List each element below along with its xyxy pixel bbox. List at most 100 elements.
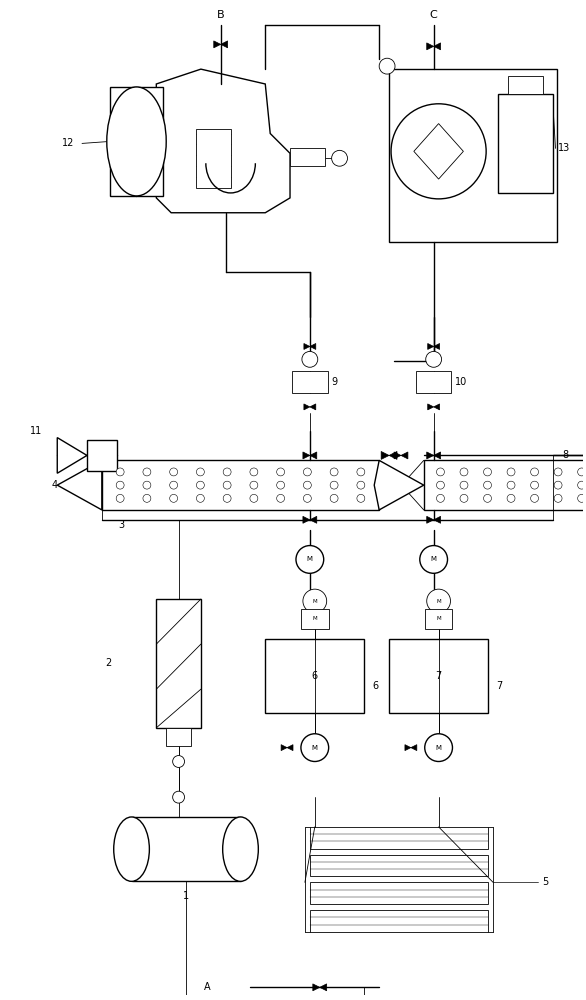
Circle shape: [330, 481, 338, 489]
Text: B: B: [217, 10, 224, 20]
Circle shape: [437, 468, 444, 476]
Circle shape: [143, 481, 151, 489]
Circle shape: [460, 494, 468, 502]
Polygon shape: [434, 343, 440, 349]
Circle shape: [304, 481, 311, 489]
Circle shape: [116, 481, 124, 489]
Polygon shape: [394, 452, 401, 459]
Polygon shape: [434, 404, 440, 410]
Polygon shape: [374, 460, 424, 510]
Polygon shape: [427, 516, 434, 523]
Text: M: M: [437, 616, 441, 621]
Polygon shape: [303, 452, 310, 459]
Bar: [290, 148, 325, 166]
Circle shape: [223, 468, 231, 476]
Polygon shape: [428, 404, 434, 410]
Circle shape: [507, 494, 515, 502]
Polygon shape: [313, 984, 320, 991]
Text: 8: 8: [563, 450, 568, 460]
Circle shape: [483, 481, 492, 489]
Circle shape: [357, 481, 365, 489]
Circle shape: [302, 351, 318, 367]
Circle shape: [304, 468, 311, 476]
Circle shape: [173, 756, 185, 767]
Circle shape: [196, 481, 205, 489]
Circle shape: [330, 468, 338, 476]
Polygon shape: [310, 343, 316, 349]
Bar: [292, 371, 328, 393]
Text: 3: 3: [118, 520, 125, 530]
Circle shape: [277, 494, 285, 502]
Polygon shape: [57, 460, 102, 510]
Circle shape: [437, 494, 444, 502]
Circle shape: [507, 468, 515, 476]
Circle shape: [507, 481, 515, 489]
Circle shape: [379, 58, 395, 74]
Bar: [301, 609, 329, 629]
Circle shape: [391, 104, 486, 199]
Polygon shape: [428, 343, 434, 349]
Circle shape: [460, 468, 468, 476]
Circle shape: [420, 546, 448, 573]
Polygon shape: [401, 452, 408, 459]
Polygon shape: [281, 745, 287, 751]
Circle shape: [223, 494, 231, 502]
Polygon shape: [389, 451, 397, 459]
Circle shape: [250, 481, 258, 489]
Text: A: A: [204, 982, 211, 992]
Circle shape: [530, 494, 539, 502]
Text: 1: 1: [183, 891, 189, 901]
Text: 5: 5: [543, 877, 549, 887]
Text: 10: 10: [455, 377, 468, 387]
Polygon shape: [427, 43, 434, 50]
Circle shape: [578, 468, 585, 476]
Circle shape: [554, 468, 562, 476]
Circle shape: [250, 468, 258, 476]
Circle shape: [143, 494, 151, 502]
Circle shape: [170, 481, 178, 489]
Polygon shape: [310, 516, 317, 523]
Circle shape: [425, 734, 452, 761]
Bar: [310, 910, 488, 932]
Bar: [310, 827, 488, 849]
Bar: [131, 817, 240, 881]
Circle shape: [223, 481, 231, 489]
Polygon shape: [221, 41, 227, 48]
Bar: [265, 639, 364, 713]
Text: M: M: [437, 599, 441, 604]
Circle shape: [116, 468, 124, 476]
Circle shape: [483, 468, 492, 476]
Bar: [389, 639, 488, 713]
Polygon shape: [57, 438, 87, 473]
Text: 4: 4: [51, 480, 57, 490]
Text: M: M: [307, 556, 313, 562]
Text: C: C: [430, 10, 438, 20]
Circle shape: [530, 468, 539, 476]
Polygon shape: [434, 516, 441, 523]
Polygon shape: [414, 124, 464, 179]
Polygon shape: [303, 516, 310, 523]
Bar: [310, 855, 488, 876]
Circle shape: [296, 546, 323, 573]
Polygon shape: [405, 745, 411, 751]
Circle shape: [426, 351, 442, 367]
Circle shape: [554, 494, 562, 502]
Text: 11: 11: [30, 426, 42, 436]
Polygon shape: [287, 745, 293, 751]
Bar: [425, 609, 452, 629]
Text: M: M: [312, 599, 317, 604]
Polygon shape: [320, 984, 326, 991]
Bar: [110, 87, 163, 196]
Bar: [508, 76, 543, 94]
Circle shape: [304, 494, 311, 502]
Bar: [196, 129, 231, 188]
Circle shape: [301, 734, 329, 761]
Circle shape: [277, 481, 285, 489]
Polygon shape: [434, 452, 441, 459]
Text: 6: 6: [372, 681, 379, 691]
Bar: [87, 440, 117, 471]
Circle shape: [483, 494, 492, 502]
Bar: [102, 460, 379, 510]
Bar: [424, 460, 586, 510]
Text: 7: 7: [435, 671, 442, 681]
